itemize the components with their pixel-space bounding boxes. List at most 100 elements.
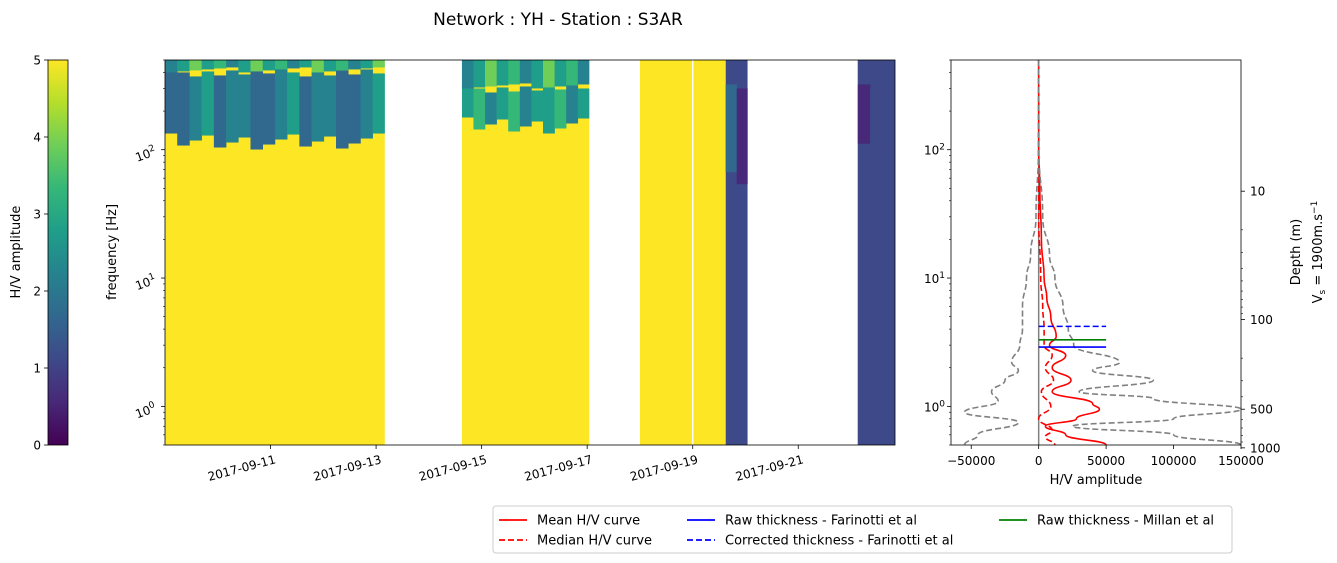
spectrogram-x-tick-label: 2017-09-17 xyxy=(523,452,594,484)
spectrogram-top-cell xyxy=(372,60,386,68)
spectrogram-top-cell xyxy=(531,60,544,89)
spectrogram-y-tick-label: 101 xyxy=(133,272,158,293)
hv-curves xyxy=(963,60,1241,445)
spectrogram-panel: 100 101 102 2017-09-11 2017-09-13 2017-09-15… xyxy=(105,59,896,484)
spectrogram-y-tick-label: 102 xyxy=(133,143,158,164)
colorbar-tick-label: 4 xyxy=(33,131,41,145)
spectrogram-gap xyxy=(691,60,694,445)
colorbar-tick-label: 3 xyxy=(33,208,41,222)
hv-x-tick-label: 50000 xyxy=(1087,454,1125,468)
spectrogram-top-cell xyxy=(201,60,215,70)
spectrogram-y-ticks: 100 101 102 xyxy=(133,59,165,446)
spectrogram-band-cell xyxy=(274,68,288,140)
spectrogram-band-cell xyxy=(531,90,544,122)
spectrogram-band-cell xyxy=(189,76,202,141)
spectrogram-band-cell xyxy=(299,76,312,147)
spectrogram-top-cell xyxy=(542,60,555,88)
spectrogram-top-cell xyxy=(262,60,276,71)
hv-x-ticks: −50000 0 50000 100000 150000 xyxy=(947,445,1264,468)
spectrogram-gap xyxy=(384,60,390,445)
hv-y-tick-label: 102 xyxy=(924,143,945,158)
hv-y-tick-label: 100 xyxy=(924,399,945,414)
spectrogram-gap xyxy=(408,60,429,445)
hv-x-tick-label: 150000 xyxy=(1218,454,1264,468)
spectrogram-band-cell xyxy=(287,72,300,135)
spectrogram-gap xyxy=(747,60,858,445)
spectrogram-band-cell xyxy=(238,74,251,138)
spectrogram-band-cell xyxy=(870,88,883,156)
colorbar-label: H/V amplitude xyxy=(9,206,24,299)
hv-panel: 100 101 102 −50000 0 50000 100000 150000 10 100… xyxy=(924,59,1328,488)
hv-x-tick-label: −50000 xyxy=(947,454,995,468)
legend-corrected-farinotti-label: Corrected thickness - Farinotti et al xyxy=(725,534,953,549)
hv-depth-tick-label: 10 xyxy=(1250,185,1265,199)
spectrogram-gap xyxy=(589,60,592,445)
spectrogram-band-cell xyxy=(554,89,567,129)
spectrogram-top-cell xyxy=(226,60,239,68)
spectrogram-gap xyxy=(593,60,640,445)
spectrogram-top-cell xyxy=(238,60,251,73)
hv-x-tick-label: 100000 xyxy=(1151,454,1197,468)
spectrogram-band-cell xyxy=(213,75,227,148)
spectrogram-band-cell xyxy=(201,71,215,136)
colorbar-ticks: 0 1 2 3 4 5 xyxy=(33,54,48,453)
spectrogram-band-cell xyxy=(262,73,276,145)
spectrogram-band-cell xyxy=(336,70,349,149)
spectrogram-x-tick-label: 2017-09-21 xyxy=(734,452,805,484)
spectrogram-band-cell xyxy=(226,70,239,143)
spectrogram-band-cell xyxy=(519,86,532,127)
colorbar-tick-label: 1 xyxy=(33,362,41,376)
spectrogram-top-cell xyxy=(508,60,521,85)
spectrogram-top-cell xyxy=(299,60,312,68)
spectrogram-band-cell xyxy=(165,68,178,134)
hv-x-tick-label: 0 xyxy=(1035,454,1043,468)
spectrogram-top-cell xyxy=(566,60,579,86)
spectrogram-band-cell xyxy=(250,69,264,150)
spectrogram-top-cell xyxy=(165,60,178,73)
colorbar-gradient xyxy=(47,59,69,446)
hv-depth-label: Depth (m) xyxy=(1289,219,1304,286)
figure-title: Network : YH - Station : S3AR xyxy=(433,10,683,30)
spectrogram-top-cell xyxy=(213,60,227,69)
spectrogram-top-cell xyxy=(554,60,567,87)
spectrogram-top-cell xyxy=(323,60,337,72)
spectrogram-gap xyxy=(431,60,462,445)
spectrogram-band-cell xyxy=(323,75,337,137)
spectrogram-top-cell xyxy=(577,60,590,85)
spectrogram-gap xyxy=(391,60,407,445)
spectrogram-band-cell xyxy=(542,85,555,134)
spectrogram-x-tick-label: 2017-09-11 xyxy=(206,452,277,484)
spectrogram-band-cell xyxy=(177,72,190,146)
hv-depth-tick-label: 1000 xyxy=(1250,441,1281,455)
spectrogram-top-cell xyxy=(336,60,349,71)
colorbar-tick-label: 0 xyxy=(33,439,41,453)
spectrogram-band-cell xyxy=(508,91,521,132)
legend-box xyxy=(492,505,1233,554)
spectrogram-top-cell xyxy=(287,60,300,69)
legend: Mean H/V curve Median H/V curve Raw thic… xyxy=(492,505,1233,554)
legend-mean-label: Mean H/V curve xyxy=(537,514,640,529)
hv-series-mean-h-v-curve xyxy=(1037,60,1107,445)
hv-series-median-h-v-curve xyxy=(1037,60,1056,445)
colorbar: 0 1 2 3 4 5 H/V amplitude xyxy=(9,54,69,453)
hv-depth-tick-label: 100 xyxy=(1250,313,1273,327)
spectrogram-band-cell xyxy=(566,84,579,124)
spectrogram-band-cell xyxy=(485,92,497,125)
spectrogram-top-cell xyxy=(274,60,288,70)
spectrogram-top-cell xyxy=(348,60,361,70)
spectrogram-band-cell xyxy=(372,73,386,134)
hv-depth-tick-label: 500 xyxy=(1250,403,1273,417)
hv-vs-label: Vs = 1900m.s−1 xyxy=(1310,201,1328,304)
spectrogram-x-tick-label: 2017-09-13 xyxy=(312,452,383,484)
spectrogram-band-cell xyxy=(736,88,748,185)
spectrogram-top-cell xyxy=(473,60,486,88)
spectrogram-band-cell xyxy=(882,92,895,151)
spectrogram-frame xyxy=(164,59,896,446)
spectrogram-top-cell xyxy=(250,60,264,72)
hv-series-envelope-upper xyxy=(1037,60,1241,445)
spectrogram-x-ticks: 2017-09-11 2017-09-13 2017-09-15 2017-09-17… xyxy=(206,445,805,484)
spectrogram-top-cell xyxy=(360,60,373,69)
spectrogram-band-cell xyxy=(461,84,474,118)
spectrogram-segment xyxy=(639,60,726,445)
spectrogram-top-cell xyxy=(311,60,325,73)
